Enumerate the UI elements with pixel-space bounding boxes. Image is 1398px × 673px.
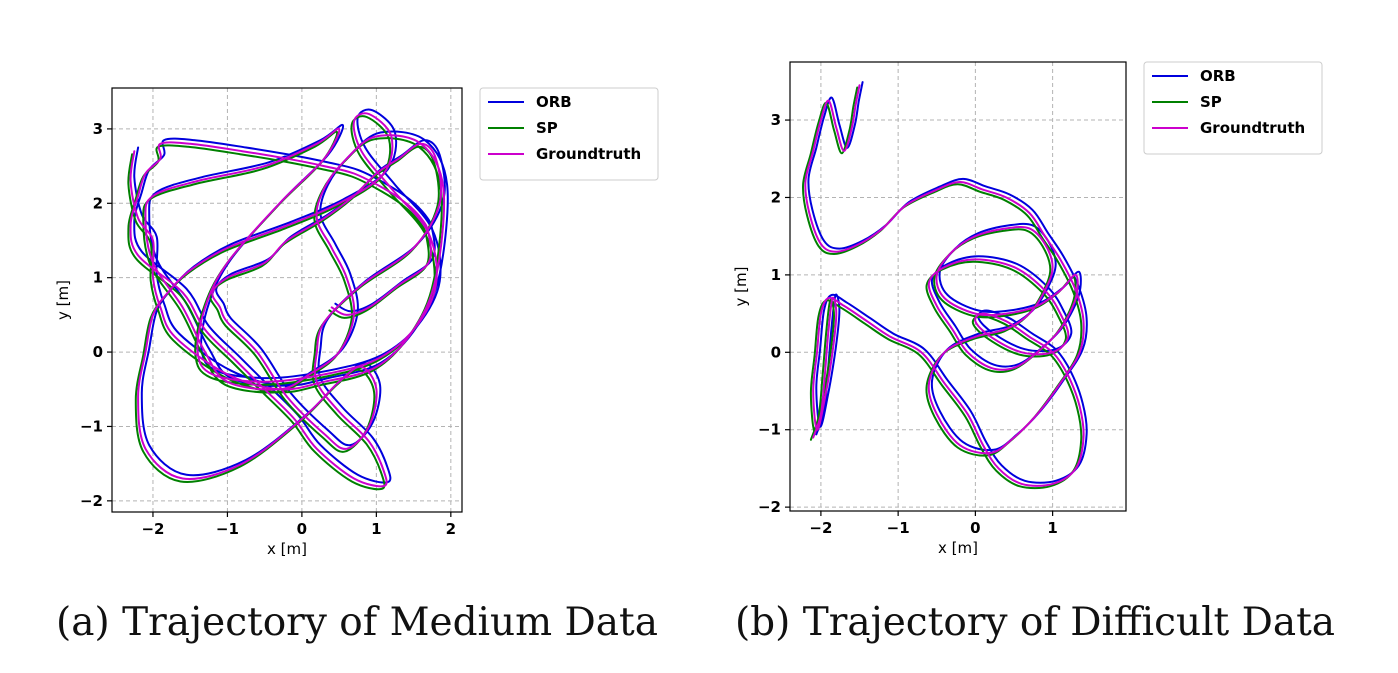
legend-box	[479, 87, 659, 181]
y-tick-label: 3	[771, 111, 781, 129]
series-line-sp	[801, 86, 1083, 490]
y-axis-label: y [m]	[732, 267, 750, 307]
legend: ORB SP Groundtruth	[1143, 61, 1323, 155]
series-group	[127, 108, 449, 491]
series-line-orb	[133, 108, 449, 484]
axes-frame	[111, 87, 463, 513]
series-line-groundtruth	[129, 112, 446, 488]
legend-label-groundtruth: Groundtruth	[1200, 119, 1305, 137]
y-tick-label: 1	[93, 269, 103, 287]
x-tick-label: −1	[887, 519, 910, 537]
x-tick-label: −1	[216, 520, 239, 538]
x-tick-label: 1	[371, 520, 381, 538]
y-tick-label: −1	[758, 421, 781, 439]
caption-difficult: (b) Trajectory of Difficult Data	[735, 600, 1335, 645]
y-tick-label: 3	[93, 120, 103, 138]
x-tick-label: 0	[297, 520, 307, 538]
y-tick-label: 0	[93, 343, 103, 361]
caption-medium: (a) Trajectory of Medium Data	[56, 600, 658, 645]
legend-label-groundtruth: Groundtruth	[536, 145, 641, 163]
legend-label-sp: SP	[536, 119, 558, 137]
legend-label-orb: ORB	[1200, 67, 1236, 85]
series-line-sp	[127, 115, 443, 491]
chart-difficult-trajectory: −2 −1 0 1 −2 −1 0 1 2 3 x [m] y [m] ORB SP Groundtruth	[732, 61, 1323, 557]
y-tick-label: 2	[93, 194, 103, 212]
legend: ORB SP Groundtruth	[479, 87, 659, 181]
y-tick-label: 2	[771, 188, 781, 206]
legend-box	[1143, 61, 1323, 155]
x-tick-label: 2	[446, 520, 456, 538]
series-line-groundtruth	[804, 84, 1085, 487]
x-axis-label: x [m]	[938, 539, 978, 557]
y-tick-label: −1	[80, 417, 103, 435]
axes-frame	[789, 61, 1127, 512]
y-tick-label: 0	[771, 343, 781, 361]
legend-label-orb: ORB	[536, 93, 572, 111]
legend-label-sp: SP	[1200, 93, 1222, 111]
x-tick-label: −2	[141, 520, 164, 538]
y-tick-label: 1	[771, 266, 781, 284]
x-axis-label: x [m]	[267, 540, 307, 558]
x-tick-label: 0	[970, 519, 980, 537]
series-group	[801, 81, 1088, 490]
chart-medium-trajectory: −2 −1 0 1 2 −2 −1 0 1 2 3 x [m] y [m] ORB SP Groundtrut…	[54, 87, 659, 558]
x-tick-label: 1	[1047, 519, 1057, 537]
y-axis-label: y [m]	[54, 280, 72, 320]
x-tick-label: −2	[809, 519, 832, 537]
y-tick-label: −2	[758, 498, 781, 516]
y-tick-label: −2	[80, 492, 103, 510]
